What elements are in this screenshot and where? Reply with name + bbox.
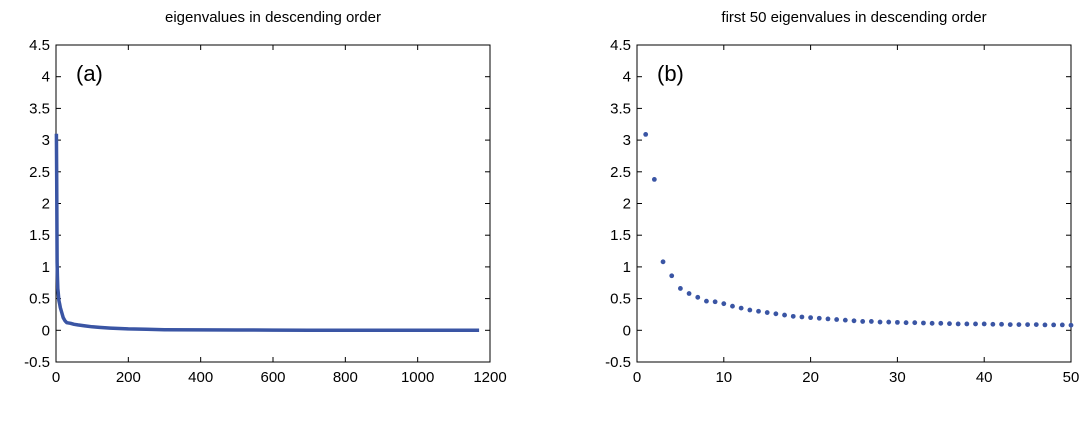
eigenvalue-point bbox=[669, 273, 675, 279]
y-tick-label: 4.5 bbox=[610, 37, 631, 54]
eigenvalue-point bbox=[921, 320, 926, 326]
eigenvalue-point bbox=[938, 320, 944, 326]
eigenvalue-point bbox=[964, 321, 970, 327]
y-tick-label: 1.5 bbox=[610, 227, 631, 244]
eigenvalue-point bbox=[834, 317, 840, 322]
y-tick-label: 3.5 bbox=[29, 100, 50, 117]
y-tick-label: 3 bbox=[623, 132, 631, 149]
y-tick-label: -0.5 bbox=[605, 354, 631, 371]
y-tick-label: 0.5 bbox=[610, 291, 631, 308]
eigenvalue-point bbox=[747, 307, 753, 313]
y-tick-label: 0 bbox=[623, 322, 631, 339]
y-tick-label: 1 bbox=[42, 259, 50, 276]
x-tick-label: 30 bbox=[889, 369, 906, 386]
y-tick-label: 3 bbox=[42, 132, 50, 149]
eigenvalue-point bbox=[895, 319, 900, 325]
y-tick-label: 1.5 bbox=[29, 227, 50, 244]
eigenvalue-point bbox=[877, 319, 883, 325]
eigenvalue-point bbox=[738, 305, 744, 311]
y-tick-label: -0.5 bbox=[24, 354, 50, 371]
eigenvalue-point bbox=[990, 321, 996, 327]
eigenvalue-point bbox=[973, 321, 978, 327]
x-tick-label: 1200 bbox=[473, 369, 506, 386]
y-tick-label: 0 bbox=[42, 322, 50, 339]
plot-frame bbox=[55, 44, 491, 363]
x-tick-label: 800 bbox=[333, 369, 358, 386]
eigenvalue-point bbox=[1051, 322, 1057, 328]
chart-title: eigenvalues in descending order bbox=[165, 9, 381, 26]
eigenvalue-point bbox=[643, 131, 649, 137]
plot-frame bbox=[636, 44, 1072, 363]
x-tick-label: 400 bbox=[188, 369, 213, 386]
eigenvalue-point bbox=[1007, 322, 1013, 327]
panel-label: (a) bbox=[76, 61, 103, 86]
eigenvalue-point bbox=[773, 311, 779, 317]
panel-label: (b) bbox=[657, 61, 684, 86]
x-tick-label: 0 bbox=[52, 369, 60, 386]
eigenvalue-line bbox=[54, 133, 480, 333]
eigenvalue-point bbox=[955, 321, 961, 327]
x-tick-label: 1000 bbox=[401, 369, 434, 386]
x-tick-label: 200 bbox=[116, 369, 141, 386]
eigenvalue-point bbox=[651, 177, 657, 182]
eigenvalue-point bbox=[756, 308, 761, 314]
eigenvalue-point bbox=[842, 317, 848, 323]
eigenvalue-point bbox=[1059, 322, 1065, 328]
eigenvalue-point bbox=[808, 315, 813, 321]
eigenvalue-point bbox=[721, 301, 727, 307]
x-tick-label: 10 bbox=[715, 369, 732, 386]
eigenvalue-point bbox=[1033, 322, 1039, 327]
eigenvalue-point bbox=[947, 321, 952, 327]
y-tick-label: 4 bbox=[42, 69, 50, 86]
y-tick-label: 2.5 bbox=[29, 164, 50, 181]
eigenvalue-point bbox=[782, 312, 787, 318]
x-tick-label: 40 bbox=[976, 369, 993, 386]
eigenvalue-point bbox=[816, 315, 822, 321]
eigenvalue-point bbox=[799, 314, 805, 320]
y-tick-label: 2.5 bbox=[610, 164, 631, 181]
eigenvalue-point bbox=[825, 316, 831, 322]
eigenvalue-point bbox=[1042, 322, 1048, 328]
eigenvalue-point bbox=[860, 319, 866, 324]
eigenvalue-point bbox=[929, 320, 935, 326]
chart-title: first 50 eigenvalues in descending order bbox=[721, 9, 986, 26]
y-tick-label: 2 bbox=[42, 196, 50, 213]
eigenvalue-point bbox=[712, 299, 718, 305]
y-tick-label: 2 bbox=[623, 196, 631, 213]
eigenvalue-point bbox=[704, 298, 709, 304]
eigenvalue-point bbox=[790, 313, 796, 319]
y-tick-label: 3.5 bbox=[610, 100, 631, 117]
eigenvalue-point bbox=[678, 286, 683, 291]
y-tick-label: 1 bbox=[623, 259, 631, 276]
y-tick-label: 4 bbox=[623, 69, 631, 86]
eigenvalue-point bbox=[903, 320, 909, 326]
x-tick-label: 600 bbox=[260, 369, 285, 386]
eigenvalue-point bbox=[886, 319, 892, 325]
eigenvalue-point bbox=[851, 318, 857, 324]
eigenvalue-point bbox=[730, 303, 735, 309]
eigenvalue-point bbox=[912, 320, 918, 326]
eigenvalue-point bbox=[686, 291, 692, 296]
eigenvalue-point bbox=[1068, 322, 1074, 328]
eigenvalue-point bbox=[660, 259, 666, 265]
eigenvalue-point bbox=[868, 319, 874, 324]
x-tick-label: 50 bbox=[1063, 369, 1080, 386]
eigenvalue-point bbox=[1025, 322, 1030, 327]
panel-a: eigenvalues in descending order 0 200 400 60… bbox=[24, 9, 507, 386]
eigenvalue-point bbox=[1016, 322, 1022, 327]
eigenvalue-point bbox=[981, 321, 987, 327]
y-tick-label: 0.5 bbox=[29, 291, 50, 308]
x-tick-label: 20 bbox=[802, 369, 819, 386]
y-tick-label: 4.5 bbox=[29, 37, 50, 54]
eigenvalue-point bbox=[999, 321, 1004, 327]
x-tick-label: 0 bbox=[633, 369, 641, 386]
panel-b: first 50 eigenvalues in descending order… bbox=[605, 9, 1079, 386]
eigenvalue-point bbox=[764, 310, 770, 315]
eigenvalue-point bbox=[695, 294, 701, 300]
